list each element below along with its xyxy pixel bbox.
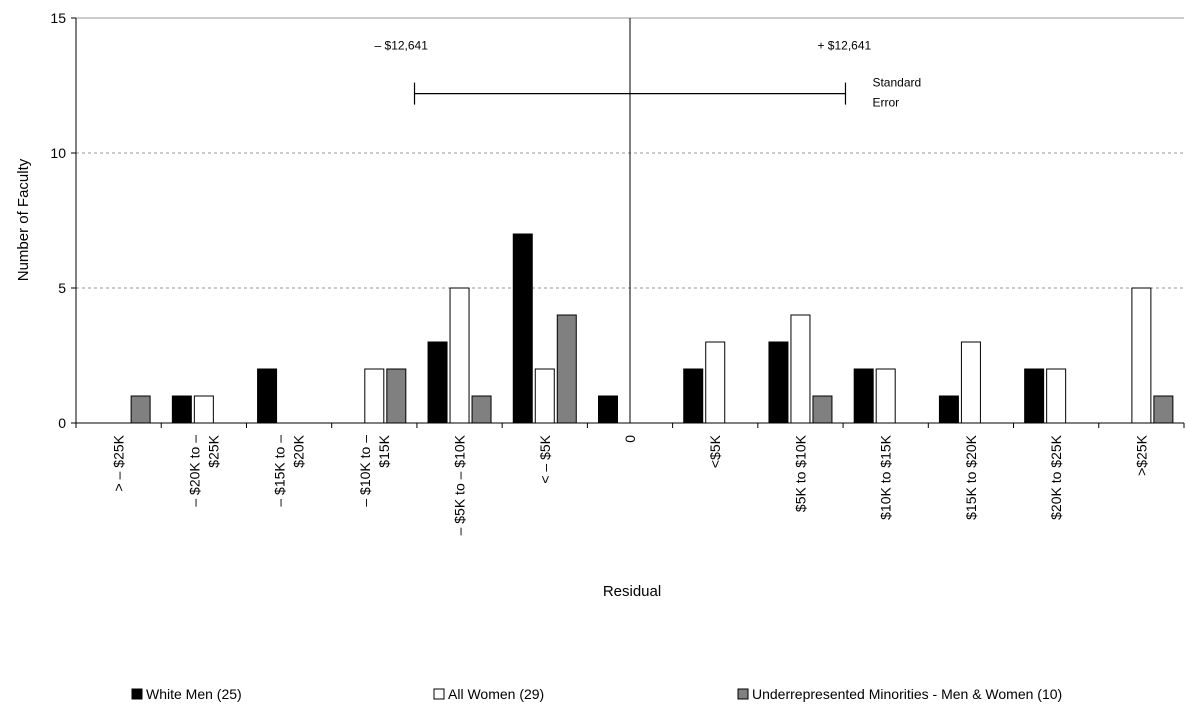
x-axis-label: Residual bbox=[603, 583, 661, 600]
bar bbox=[1153, 395, 1174, 424]
bar bbox=[512, 233, 533, 424]
standard-error-label: Error bbox=[872, 96, 899, 110]
bar bbox=[556, 314, 577, 424]
x-tick-label: $5K to $10K bbox=[792, 434, 808, 512]
legend-swatch bbox=[737, 688, 749, 700]
bar bbox=[812, 395, 833, 424]
bar bbox=[471, 395, 492, 424]
legend-label: All Women (29) bbox=[448, 686, 544, 702]
x-tick-label: > – $25K bbox=[111, 434, 127, 491]
bar bbox=[449, 287, 470, 424]
bar bbox=[960, 341, 981, 424]
bar bbox=[598, 395, 618, 424]
legend-label: Underrepresented Minorities - Men & Wome… bbox=[752, 686, 1062, 702]
x-tick-label: $15K bbox=[376, 434, 392, 467]
bar bbox=[364, 368, 385, 424]
x-tick-labels: > – $25K – $20K to – $25K – $15K to – $20K – … bbox=[111, 434, 1150, 535]
x-tick-label: $10K to $15K bbox=[878, 434, 894, 520]
grid bbox=[71, 17, 1184, 424]
standard-error-label: Standard bbox=[872, 76, 921, 90]
x-tick-label: $15K to $20K bbox=[963, 434, 979, 520]
x-tick-label: $20K to $25K bbox=[1048, 434, 1064, 520]
standard-error-low-label: – $12,641 bbox=[375, 39, 429, 53]
legend-swatch bbox=[433, 688, 445, 700]
bar bbox=[171, 395, 192, 424]
bar bbox=[875, 368, 896, 424]
standard-error-annotation: – $12,641 + $12,641 Standard Error bbox=[375, 39, 922, 110]
x-tick-label: – $5K to – $10K bbox=[452, 434, 468, 535]
bar bbox=[1024, 368, 1045, 424]
bar bbox=[193, 395, 214, 424]
bar bbox=[853, 368, 874, 424]
x-tick-label: 0 bbox=[622, 435, 638, 443]
y-tick-label: 15 bbox=[50, 10, 66, 26]
bar bbox=[1131, 287, 1152, 424]
legend-swatch bbox=[131, 688, 143, 700]
bar bbox=[257, 368, 278, 424]
x-tick-label: – $20K to – bbox=[186, 435, 202, 507]
x-tick-label: <$5K bbox=[707, 434, 723, 468]
x-tick-label: $20K bbox=[291, 434, 307, 467]
bar bbox=[1046, 368, 1067, 424]
bar bbox=[130, 395, 151, 424]
bar bbox=[938, 395, 959, 424]
bar bbox=[427, 341, 448, 424]
bar bbox=[683, 368, 704, 424]
standard-error-high-label: + $12,641 bbox=[817, 39, 871, 53]
x-tick-label: >$25K bbox=[1133, 434, 1149, 476]
legend-label: White Men (25) bbox=[146, 686, 242, 702]
y-tick-label: 10 bbox=[50, 145, 66, 161]
bars bbox=[130, 233, 1174, 424]
y-tick-label: 5 bbox=[58, 280, 66, 296]
y-tick-labels: 0 5 10 15 bbox=[50, 10, 66, 431]
legend: White Men (25) All Women (29) Underreprese… bbox=[131, 686, 1062, 702]
y-tick-label: 0 bbox=[58, 415, 66, 431]
bar bbox=[705, 341, 726, 424]
axes bbox=[75, 18, 1185, 428]
bar bbox=[534, 368, 555, 424]
bar bbox=[790, 314, 811, 424]
x-tick-label: – $10K to – bbox=[357, 435, 373, 507]
x-tick-label: $25K bbox=[205, 434, 221, 467]
x-tick-label: < – $5K bbox=[537, 434, 553, 483]
bar bbox=[768, 341, 789, 424]
bar bbox=[386, 368, 407, 424]
x-tick-label: – $15K to – bbox=[272, 435, 288, 507]
y-axis-label: Number of Faculty bbox=[15, 158, 32, 281]
